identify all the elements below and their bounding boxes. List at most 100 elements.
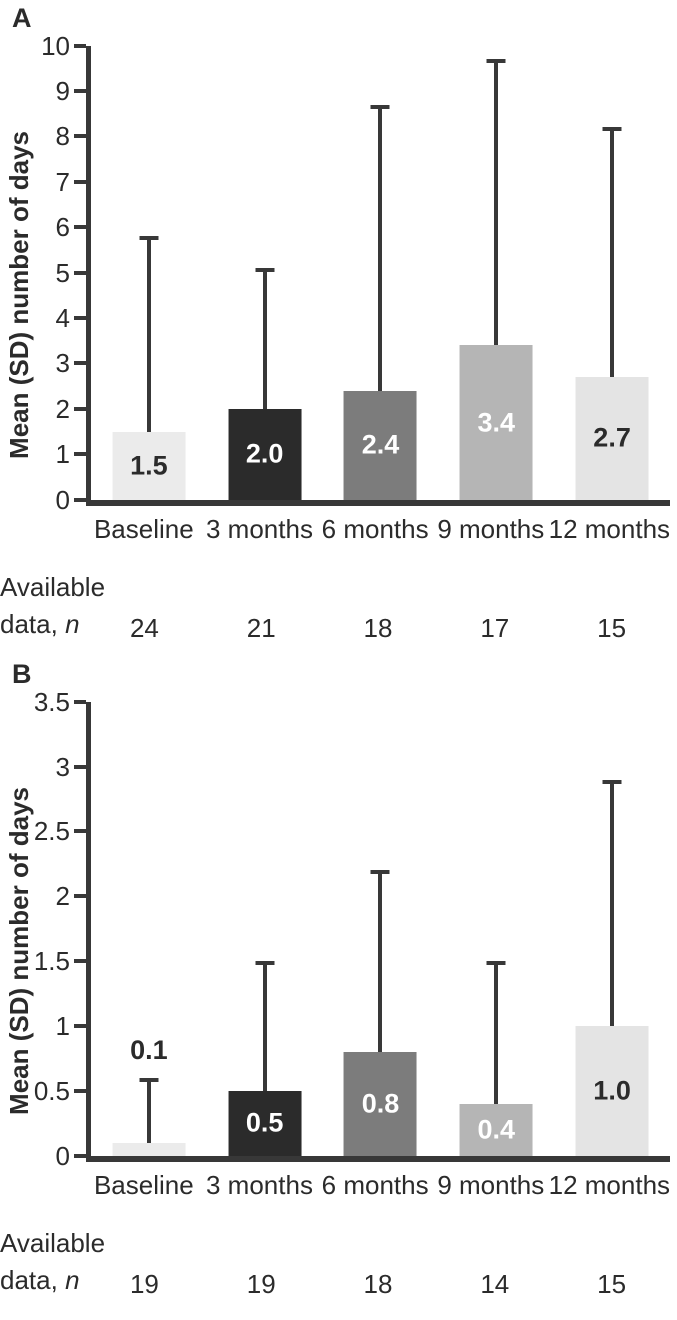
panel-a-bars: 1.5 2.0 2.4 3.4 2.7 bbox=[91, 46, 670, 500]
bar-slot-3-months: 2.0 bbox=[207, 46, 323, 500]
bar-value-baseline: 0.1 bbox=[130, 1034, 168, 1065]
bar-value-9-months: 3.4 bbox=[477, 407, 516, 437]
y-tick-mark bbox=[74, 225, 86, 230]
y-tick-label: 2.5 bbox=[33, 816, 70, 847]
x-tick-label-baseline: Baseline bbox=[93, 513, 194, 544]
y-axis-label: Mean (SD) number of days bbox=[3, 131, 34, 460]
bar-3-months: 0.5 bbox=[228, 1090, 302, 1156]
y-tick-label: 1 bbox=[55, 1011, 70, 1042]
y-tick-mark bbox=[74, 361, 86, 366]
bar-slot-12-months: 1.0 bbox=[554, 702, 670, 1156]
error-bar-9-months bbox=[494, 59, 499, 346]
panel-b-available-data-values: 19 19 18 14 15 bbox=[86, 1269, 670, 1300]
y-tick-label: 2 bbox=[55, 881, 70, 912]
x-tick-label-3-months: 3 months bbox=[206, 513, 313, 544]
available-data-label-line1: Available bbox=[0, 571, 106, 602]
bar-slot-9-months: 0.4 bbox=[438, 702, 554, 1156]
bar-baseline: 1.5 bbox=[112, 431, 186, 500]
available-data-label-line2: data, n bbox=[0, 609, 80, 640]
y-tick-mark bbox=[74, 43, 86, 48]
x-tick-label-3-months: 3 months bbox=[206, 1169, 313, 1200]
error-bar-3-months bbox=[262, 268, 267, 409]
y-axis-label: Mean (SD) number of days bbox=[3, 787, 34, 1116]
bar-value-12-months: 1.0 bbox=[593, 1075, 631, 1106]
bar-6-months: 2.4 bbox=[344, 390, 417, 500]
y-tick-mark bbox=[74, 1088, 86, 1093]
x-tick-label-9-months: 9 months bbox=[437, 513, 545, 544]
error-bar-cap-6-months bbox=[370, 870, 390, 875]
bar-value-3-months: 2.0 bbox=[245, 438, 284, 469]
y-tick-label: 0 bbox=[55, 484, 70, 515]
available-n-12-months: 15 bbox=[597, 613, 627, 644]
available-n-12-months: 15 bbox=[597, 1269, 627, 1300]
y-tick-mark bbox=[74, 406, 86, 411]
bar-9-months: 3.4 bbox=[459, 345, 533, 500]
bar-value-6-months: 0.8 bbox=[361, 1088, 400, 1119]
bar-value-9-months: 0.4 bbox=[477, 1114, 516, 1145]
panel-a-x-axis-labels: Baseline 3 months 6 months 9 months 12 month… bbox=[86, 506, 670, 545]
x-tick-label-baseline: Baseline bbox=[93, 1169, 194, 1200]
error-bar-cap-12-months bbox=[602, 127, 622, 132]
available-data-label: Available data, n bbox=[0, 1225, 105, 1300]
y-tick-mark bbox=[74, 699, 86, 704]
bar-value-baseline: 1.5 bbox=[130, 450, 168, 481]
available-n-baseline: 19 bbox=[129, 1269, 159, 1300]
available-n-3-months: 19 bbox=[246, 1269, 276, 1300]
x-tick-label-9-months: 9 months bbox=[437, 1169, 545, 1200]
error-bar-3-months bbox=[262, 961, 267, 1091]
y-tick-label: 3 bbox=[55, 751, 70, 782]
error-bar-cap-6-months bbox=[370, 104, 390, 109]
y-tick-mark bbox=[74, 270, 86, 275]
panel-b: B Mean (SD) number of days 0.1 0.5 0.8 0.4 1… bbox=[0, 659, 677, 1300]
available-n-9-months: 14 bbox=[480, 1269, 510, 1300]
y-tick-mark bbox=[74, 452, 86, 457]
error-bar-cap-9-months bbox=[486, 59, 506, 64]
bar-6-months: 0.8 bbox=[344, 1051, 417, 1156]
error-bar-cap-12-months bbox=[602, 779, 622, 784]
panel-b-x-axis-labels: Baseline 3 months 6 months 9 months 12 month… bbox=[86, 1162, 670, 1201]
y-tick-label: 4 bbox=[55, 303, 70, 334]
error-bar-baseline bbox=[146, 1077, 151, 1143]
panel-a-letter: A bbox=[12, 3, 32, 33]
error-bar-6-months bbox=[378, 870, 383, 1052]
y-tick-mark bbox=[74, 959, 86, 964]
x-tick-label-12-months: 12 months bbox=[548, 1169, 671, 1200]
error-bar-9-months bbox=[494, 961, 499, 1104]
panel-a-plot-area: 1.5 2.0 2.4 3.4 2.7 0 1 2 3 4 5 6 7 8 9 10 bbox=[41, 33, 670, 513]
bar-value-3-months: 0.5 bbox=[245, 1107, 284, 1138]
y-tick-label: 7 bbox=[55, 166, 70, 197]
panel-b-bars: 0.1 0.5 0.8 0.4 1.0 bbox=[91, 702, 670, 1156]
y-tick-mark bbox=[74, 764, 86, 769]
y-tick-mark bbox=[74, 829, 86, 834]
bar-slot-12-months: 2.7 bbox=[554, 46, 670, 500]
bar-12-months: 2.7 bbox=[575, 377, 649, 500]
y-tick-mark bbox=[74, 894, 86, 899]
bar-slot-9-months: 3.4 bbox=[438, 46, 554, 500]
bar-value-12-months: 2.7 bbox=[593, 422, 631, 453]
x-tick-label-12-months: 12 months bbox=[548, 513, 671, 544]
bar-slot-3-months: 0.5 bbox=[207, 702, 323, 1156]
y-tick-label: 1.5 bbox=[33, 946, 70, 977]
y-tick-mark bbox=[74, 316, 86, 321]
y-tick-label: 0.5 bbox=[33, 1075, 70, 1106]
available-n-6-months: 18 bbox=[363, 613, 393, 644]
available-data-label: Available data, n bbox=[0, 569, 106, 644]
error-bar-cap-baseline bbox=[139, 236, 159, 241]
panel-b-chart: Mean (SD) number of days 0.1 0.5 0.8 0.4 1.0… bbox=[0, 689, 677, 1201]
panel-b-letter: B bbox=[12, 659, 32, 690]
panel-b-available-data-row: Available data, n 19 19 18 14 15 bbox=[0, 1225, 670, 1300]
error-bar-cap-3-months bbox=[255, 961, 275, 966]
bar-value-6-months: 2.4 bbox=[361, 429, 400, 460]
panel-b-ylabel-wrap: Mean (SD) number of days bbox=[2, 702, 36, 1201]
y-tick-mark bbox=[74, 89, 86, 94]
y-tick-mark bbox=[74, 1153, 86, 1158]
panel-a-available-data-values: 24 21 18 17 15 bbox=[86, 613, 670, 644]
bar-12-months: 1.0 bbox=[575, 1026, 649, 1156]
y-tick-label: 5 bbox=[55, 257, 70, 288]
y-tick-label: 2 bbox=[55, 393, 70, 424]
x-tick-label-6-months: 6 months bbox=[321, 513, 429, 544]
error-bar-12-months bbox=[610, 127, 615, 378]
panel-b-plot-area: 0.1 0.5 0.8 0.4 1.0 0 0.5 1 1.5 2 2.5 3 3.5 bbox=[34, 689, 670, 1169]
panel-a-available-data-row: Available data, n 24 21 18 17 15 bbox=[0, 569, 670, 644]
